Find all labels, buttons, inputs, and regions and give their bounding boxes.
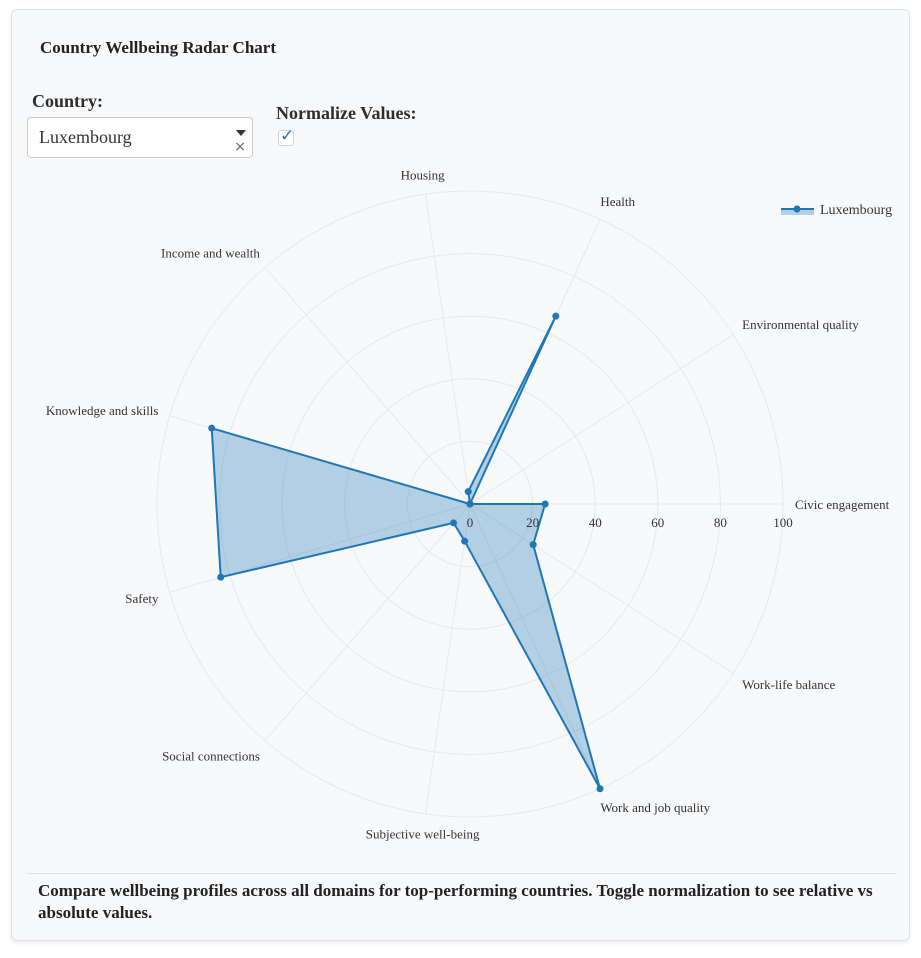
legend-label[interactable]: Luxembourg [820,203,892,218]
radial-tick-label: 20 [526,515,539,530]
check-icon: ✓ [280,126,295,146]
radial-tick-label: 80 [714,515,727,530]
radial-tick-label: 40 [589,515,602,530]
data-point[interactable] [464,488,472,496]
data-point[interactable] [552,312,560,320]
radial-tick-label: 100 [773,515,793,530]
category-label: Safety [125,591,159,606]
chart-card: Country Wellbeing Radar Chart Country: L… [11,9,910,941]
data-point[interactable] [466,500,474,508]
category-label: Income and wealth [161,245,260,260]
category-label: Knowledge and skills [46,403,159,418]
category-label: Work-life balance [742,677,835,692]
normalize-label: Normalize Values: [276,103,417,123]
footer-divider [27,873,896,874]
category-label: Health [600,194,635,209]
country-dropdown[interactable]: Luxembourg × [27,117,253,158]
radial-tick-label: 0 [467,515,474,530]
data-point[interactable] [217,573,225,581]
category-label: Subjective well-being [366,827,480,842]
country-label: Country: [32,91,103,111]
country-selected-value: Luxembourg [39,127,132,147]
normalize-checkbox[interactable]: ✓ [278,126,294,146]
category-label: Civic engagement [795,497,890,512]
grid-spoke [469,503,601,789]
grid-spoke [424,503,471,814]
chevron-down-icon[interactable] [236,130,246,136]
data-point[interactable] [450,519,458,527]
data-point[interactable] [596,785,604,793]
close-icon[interactable]: × [234,139,246,155]
chart-description: Compare wellbeing profiles across all do… [38,881,873,922]
grid-spoke [469,503,734,674]
grid-spoke [264,503,471,741]
category-label: Work and job quality [600,800,710,815]
data-point[interactable] [529,541,537,549]
category-label: Housing [401,167,446,182]
grid-spoke [469,334,734,505]
data-point[interactable] [208,424,216,432]
grid-spoke [264,267,471,505]
legend-marker [793,205,801,213]
category-label: Social connections [162,749,260,764]
radial-tick-label: 60 [651,515,664,530]
grid-spoke [424,194,471,505]
series-area [210,315,601,790]
category-label: Environmental quality [742,317,859,332]
data-point[interactable] [461,537,469,545]
page-title: Country Wellbeing Radar Chart [40,38,276,57]
data-point[interactable] [541,500,549,508]
